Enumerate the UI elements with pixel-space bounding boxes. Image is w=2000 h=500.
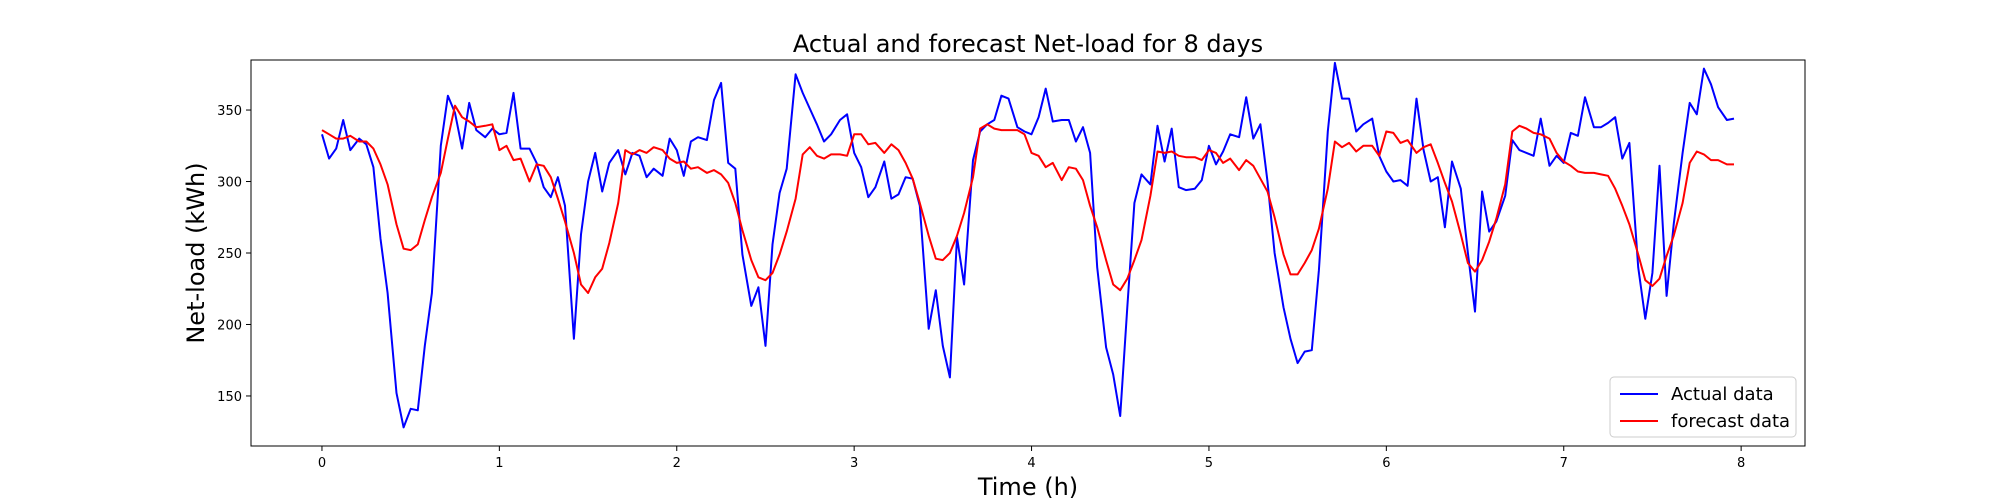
- legend: Actual data forecast data: [1609, 376, 1797, 438]
- x-tick-label: 4: [1027, 456, 1035, 471]
- series-line-2: [321, 104, 1734, 294]
- y-axis-label: Net-load (kWh): [182, 162, 210, 343]
- x-tick-label: 2: [673, 456, 681, 471]
- x-tick-label: 7: [1560, 456, 1568, 471]
- x-tick-label: 0: [318, 456, 326, 471]
- x-axis-label: Time (h): [977, 473, 1078, 500]
- plot-area: [321, 61, 1735, 429]
- series-line-1: [321, 61, 1735, 429]
- x-tick-label: 8: [1737, 456, 1745, 471]
- y-tick-label: 250: [217, 247, 242, 262]
- x-axis: 0 1 2 3 4 5 6 7 8: [318, 446, 1745, 471]
- y-tick-label: 300: [217, 176, 242, 191]
- x-tick-label: 6: [1382, 456, 1390, 471]
- y-tick-label: 200: [217, 318, 242, 333]
- y-tick-label: 350: [217, 104, 242, 119]
- legend-label-1: Actual data: [1671, 384, 1774, 405]
- x-tick-label: 3: [850, 456, 858, 471]
- y-axis: 150 200 250 300 350: [217, 104, 251, 405]
- chart-title: Actual and forecast Net-load for 8 days: [793, 30, 1263, 58]
- x-tick-label: 1: [495, 456, 503, 471]
- y-tick-label: 150: [217, 390, 242, 405]
- legend-label-2: forecast data: [1671, 411, 1790, 432]
- x-tick-label: 5: [1205, 456, 1213, 471]
